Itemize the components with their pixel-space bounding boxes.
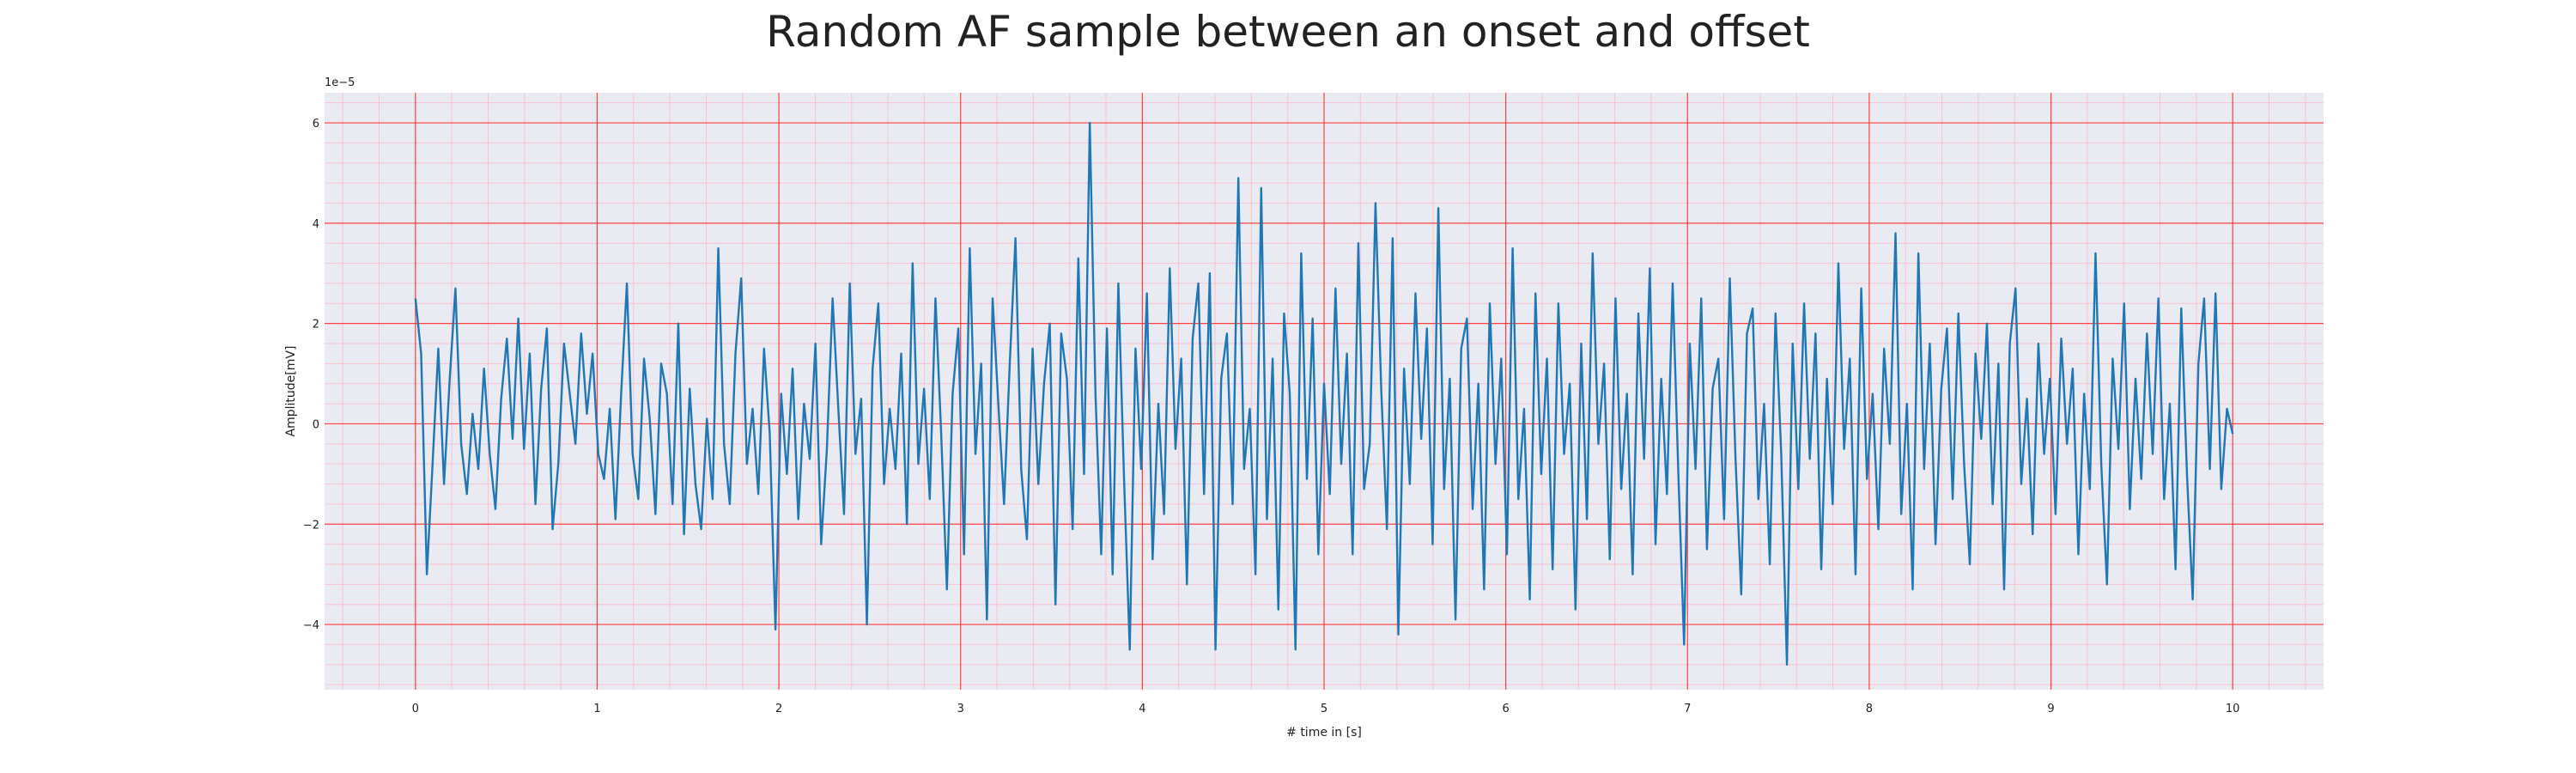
x-tick-label: 10 <box>2226 703 2240 715</box>
series-line <box>414 121 2234 666</box>
chart-title: Random AF sample between an onset and of… <box>766 7 1810 57</box>
x-axis-label: # time in [s] <box>1286 726 1362 740</box>
y-tick-label: 0 <box>313 418 319 431</box>
series-layer <box>414 121 2234 666</box>
y-tick-label: −4 <box>303 619 319 632</box>
y-tick-label: 6 <box>313 118 319 131</box>
x-tick-label: 2 <box>775 703 782 715</box>
y-tick-labels: −4 −2 0 2 4 6 <box>303 118 319 632</box>
y-axis-offset-label: 1e−5 <box>325 76 355 89</box>
x-tick-label: 3 <box>957 703 964 715</box>
x-tick-labels: 0 1 2 3 4 5 6 7 8 9 10 <box>412 703 2240 715</box>
x-tick-label: 1 <box>593 703 600 715</box>
x-tick-label: 7 <box>1684 703 1691 715</box>
x-tick-label: 5 <box>1321 703 1327 715</box>
y-tick-label: 2 <box>313 319 319 332</box>
x-tick-label: 9 <box>2047 703 2054 715</box>
x-tick-label: 0 <box>412 703 419 715</box>
major-grid <box>325 93 2324 690</box>
x-tick-label: 4 <box>1139 703 1145 715</box>
y-tick-label: 4 <box>313 218 319 231</box>
y-tick-label: −2 <box>303 519 319 532</box>
x-tick-label: 6 <box>1502 703 1509 715</box>
y-axis-label: Amplitude[mV] <box>284 346 298 437</box>
x-tick-label: 8 <box>1866 703 1873 715</box>
